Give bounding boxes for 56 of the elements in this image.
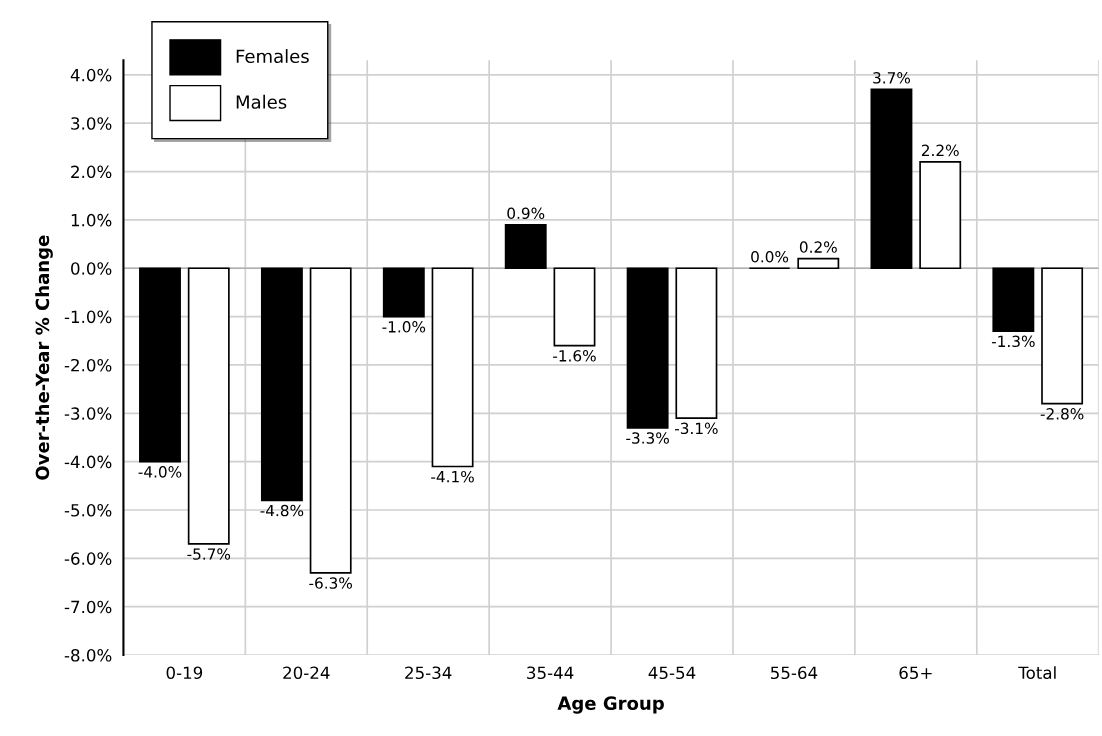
x-tick-label: 55-64 (770, 666, 818, 680)
x-axis-title: Age Group (557, 696, 664, 714)
y-axis-title: Over-the-Year % Change (35, 235, 53, 480)
data-label: -4.1% (431, 470, 474, 483)
bar (992, 267, 1035, 332)
bar (870, 88, 913, 270)
bar (139, 267, 181, 463)
y-tick-label: 0.0% (71, 262, 112, 275)
y-tick-label: 1.0% (71, 213, 112, 227)
data-label: -1.3% (991, 335, 1035, 348)
data-label: -5.7% (187, 548, 231, 560)
y-tick-label: 2.0% (71, 165, 112, 179)
data-label: -2.8% (1040, 408, 1084, 420)
bar (675, 267, 718, 419)
y-tick-label: -5.0% (64, 503, 112, 517)
y-tick-label: 3.0% (71, 117, 112, 130)
bar (504, 223, 547, 270)
bar (309, 267, 352, 574)
data-label: -4.8% (260, 504, 304, 517)
y-tick-label: -3.0% (64, 407, 112, 420)
data-label: 0.9% (507, 207, 545, 219)
bar (1041, 267, 1084, 405)
bar (553, 267, 596, 347)
data-label: 2.2% (921, 144, 959, 157)
data-label: -3.1% (674, 422, 718, 435)
bar (919, 161, 962, 270)
bar (187, 267, 230, 545)
y-tick-label: -6.0% (64, 552, 112, 565)
bar (626, 267, 669, 429)
data-label: -1.6% (553, 350, 596, 362)
data-label: -1.0% (382, 321, 426, 333)
data-label: -3.3% (626, 432, 669, 444)
y-tick-label: -7.0% (64, 600, 112, 614)
x-tick-label: 0-19 (166, 666, 203, 680)
data-label: 0.2% (799, 241, 837, 253)
x-tick-label: 45-54 (648, 666, 696, 680)
bar (382, 267, 425, 318)
bar (260, 267, 303, 502)
bar (431, 267, 474, 468)
x-tick-label: 35-44 (527, 666, 574, 680)
y-tick-label: -4.0% (64, 455, 112, 469)
legend-label: Females (236, 49, 309, 64)
y-tick-label: -2.0% (64, 358, 112, 372)
data-label: -4.0% (138, 466, 182, 478)
x-tick-label: 20-24 (283, 666, 330, 680)
data-label: 3.7% (873, 72, 911, 84)
data-label: 0.0% (751, 250, 789, 263)
bar (797, 257, 840, 270)
y-tick-label: -8.0% (64, 649, 112, 662)
y-tick-label: 4.0% (70, 68, 112, 82)
y-tick-label: -1.0% (64, 310, 112, 324)
data-label: -6.3% (309, 577, 352, 589)
x-tick-label: 25-34 (405, 666, 452, 680)
legend-label: Males (236, 94, 287, 109)
x-tick-label: Total (1018, 666, 1056, 680)
x-tick-label: 65+ (899, 666, 932, 680)
